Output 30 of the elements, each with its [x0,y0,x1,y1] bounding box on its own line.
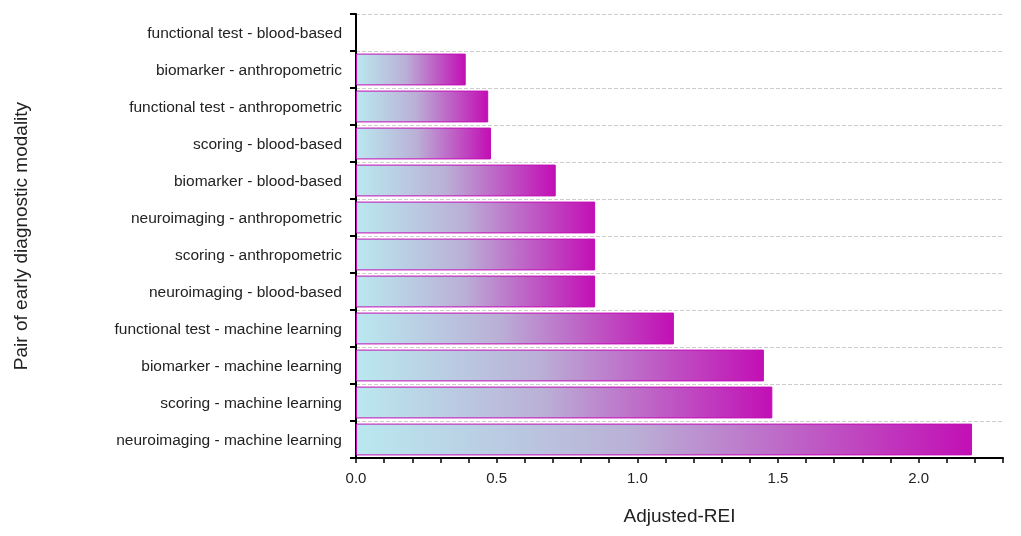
x-tick-label: 2.0 [908,469,930,486]
x-tick-label: 1.0 [626,469,648,486]
bar [356,127,492,160]
y-tick-label: functional test - blood-based [147,24,342,41]
y-tick-label: scoring - machine learning [160,394,342,411]
bar [356,275,596,308]
y-tick-label: scoring - blood-based [192,135,342,152]
bar [356,423,973,456]
x-tick-label: 0.0 [345,469,367,486]
bar [356,386,773,419]
x-tick-label: 0.5 [486,469,508,486]
x-tick-label: 1.5 [767,469,789,486]
bar [356,53,466,86]
y-tick-label: scoring - anthropometric [174,246,343,263]
bar [356,201,596,234]
y-tick-label: functional test - machine learning [114,320,342,337]
y-axis-title: Pair of early diagnostic modality [10,101,31,371]
y-tick-label: neuroimaging - machine learning [116,431,342,448]
y-tick-label: functional test - anthropometric [129,98,343,115]
bar [356,349,764,382]
y-tick-label: neuroimaging - blood-based [148,283,342,300]
y-tick-label: biomarker - machine learning [141,357,342,374]
y-tick-label: biomarker - anthropometric [155,61,343,78]
y-tick-label: neuroimaging - anthropometric [130,209,343,226]
bar [356,164,556,197]
x-axis-title: Adjusted-REI [623,505,736,526]
bar [356,90,489,123]
bar [356,238,596,271]
bar [356,312,674,345]
y-tick-label: biomarker - blood-based [173,172,342,189]
